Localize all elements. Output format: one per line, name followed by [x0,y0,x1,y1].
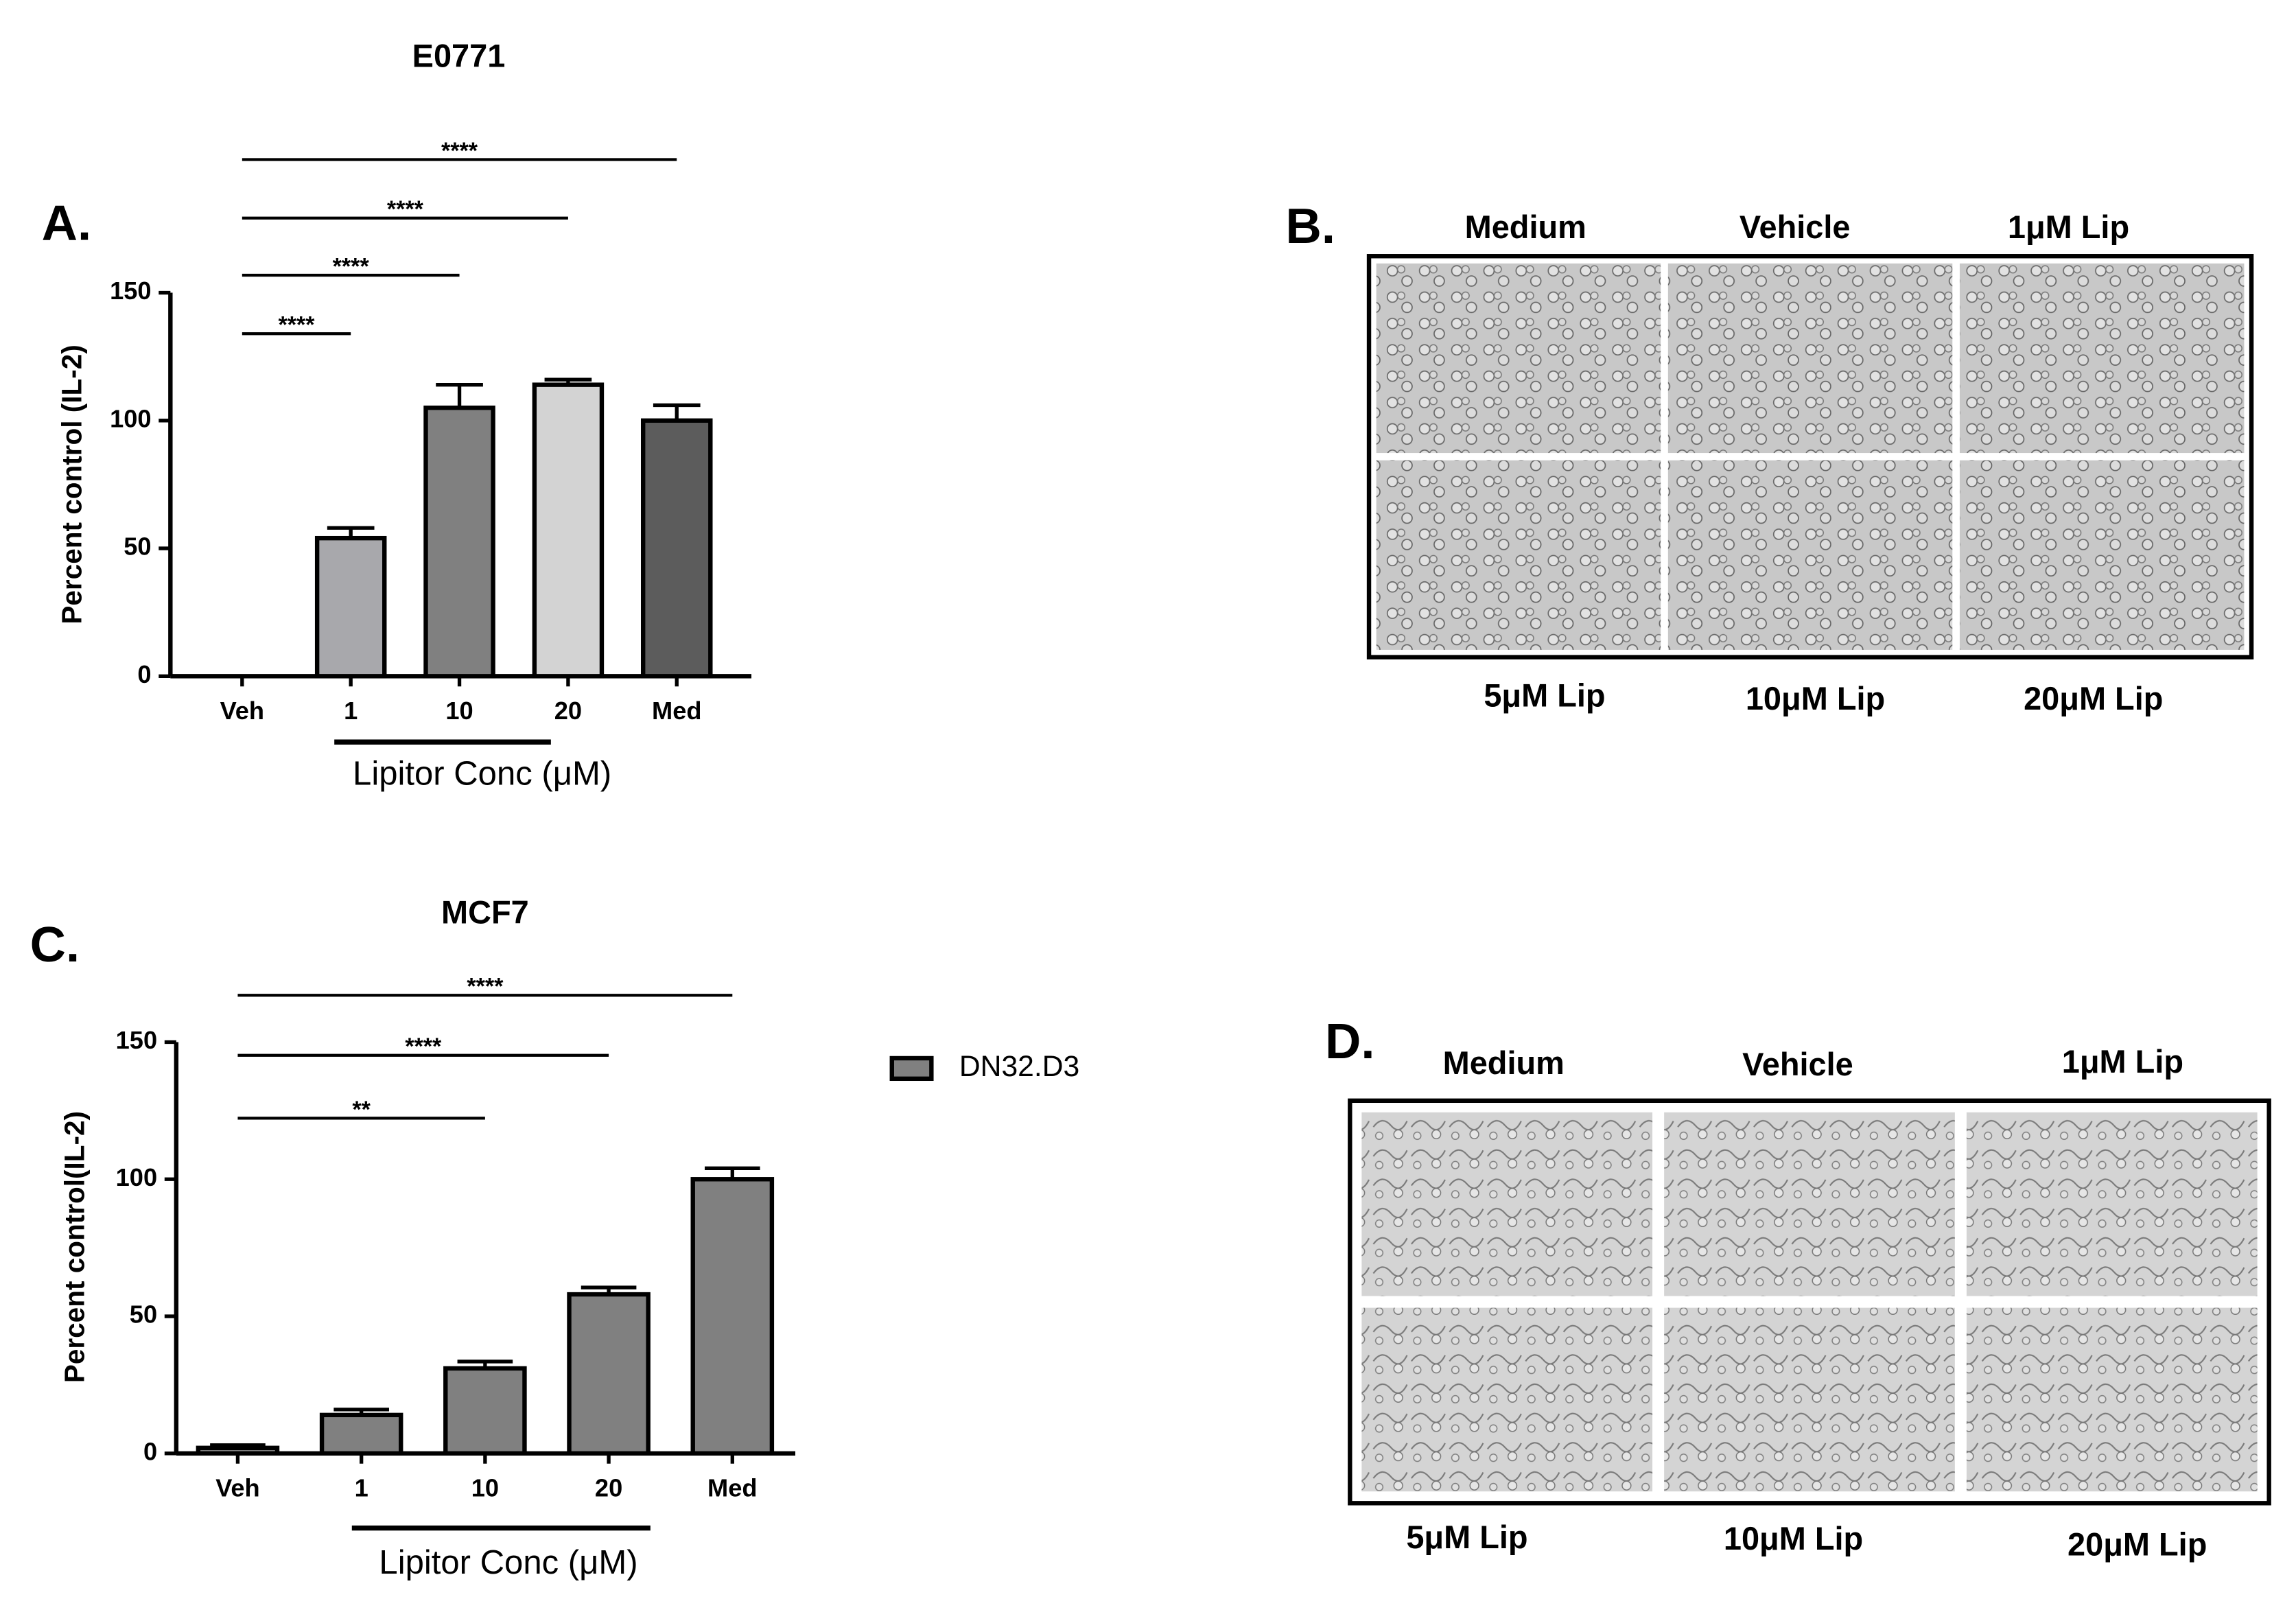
y-tick-label: 0 [137,660,151,688]
bar [690,1177,775,1456]
image-label: Medium [1443,1045,1565,1081]
bar [423,405,495,679]
y-tick-label: 150 [116,1026,157,1054]
bar [641,418,713,679]
micrograph [1376,263,1661,454]
bar [196,1445,280,1456]
x-tick-label: Veh [215,1474,259,1502]
image-label: 20μM Lip [2067,1527,2207,1563]
chart-title: E0771 [412,38,506,74]
y-tick-label: 150 [110,277,151,305]
y-tick-label: 50 [124,533,151,561]
y-tick-label: 50 [130,1300,157,1329]
panel-label: C. [30,917,80,972]
panel-label: B. [1285,198,1335,254]
micrograph [1361,1307,1653,1492]
image-label: Medium [1465,209,1586,245]
micrograph [1667,263,1953,454]
y-tick-label: 100 [116,1163,157,1191]
micrograph [1959,263,2245,454]
panel-label: A. [42,196,92,251]
chart-title: MCF7 [441,894,529,930]
y-axis-label: Percent control (IL-2) [56,345,87,624]
x-tick-label: 1 [344,697,358,725]
x-axis-label: Lipitor Conc (μM) [353,755,611,792]
image-label: 20μM Lip [2024,681,2163,716]
image-label: 1μM Lip [2062,1044,2183,1080]
x-tick-label: 10 [471,1474,499,1502]
significance-label: **** [405,1034,442,1060]
bar [314,535,387,679]
bar [532,382,605,679]
x-tick-label: Med [707,1474,758,1502]
significance-label: **** [333,253,370,279]
significance-label: **** [278,312,315,338]
image-label: 1μM Lip [2008,209,2129,245]
x-tick-label: 10 [445,697,473,725]
micrograph [1966,1307,2258,1492]
y-tick-label: 100 [110,404,151,432]
micrograph [1664,1112,1955,1296]
significance-label: **** [387,196,424,222]
micrograph [1376,460,1661,650]
x-tick-label: 1 [355,1474,368,1502]
x-tick-label: 20 [554,697,582,725]
micrograph [1664,1307,1955,1492]
bar [319,1412,403,1456]
x-axis-label: Lipitor Conc (μM) [379,1544,637,1581]
x-tick-label: 20 [595,1474,622,1502]
micrograph [1361,1112,1653,1296]
legend-label: DN32.D3 [959,1050,1079,1083]
image-label: Vehicle [1739,209,1851,245]
x-tick-label: Veh [220,697,264,725]
micrograph [1966,1112,2258,1296]
image-label: 5μM Lip [1484,678,1605,714]
x-tick-label: Med [652,697,701,725]
legend-swatch [889,1055,934,1082]
micrograph [1667,460,1953,650]
panel-label: D. [1325,1014,1375,1069]
y-tick-label: 0 [143,1437,157,1465]
image-label: 10μM Lip [1724,1521,1863,1556]
bar [443,1366,527,1456]
significance-label: ** [352,1097,371,1123]
image-label: 10μM Lip [1746,681,1885,716]
image-label: 5μM Lip [1406,1519,1527,1555]
significance-label: **** [441,138,478,164]
image-label: Vehicle [1742,1047,1853,1082]
significance-label: **** [467,974,504,1000]
micrograph [1959,460,2245,650]
bar [567,1292,651,1456]
y-axis-label: Percent control(IL-2) [59,1111,91,1383]
